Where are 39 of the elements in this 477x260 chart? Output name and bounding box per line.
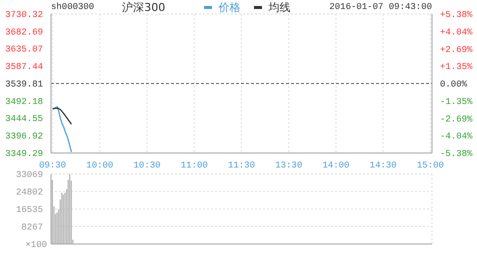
y-tick-label: 3349.29 bbox=[5, 149, 43, 159]
x-tick-label: 15:00 bbox=[416, 160, 444, 170]
x-tick-label: 14:00 bbox=[322, 160, 350, 170]
y2-tick-label: 0.00% bbox=[440, 80, 468, 90]
legend-label: 价格 bbox=[218, 0, 240, 14]
x-tick-label: 09:30 bbox=[39, 160, 66, 170]
y-tick-label: 3587.44 bbox=[5, 62, 43, 72]
legend-label: 均线 bbox=[268, 0, 290, 14]
chart-title: 沪深300 bbox=[122, 0, 166, 14]
x-tick-label: 10:00 bbox=[86, 160, 114, 170]
y-tick-label: 3682.69 bbox=[5, 27, 43, 38]
x-tick-label: 14:30 bbox=[370, 160, 397, 170]
y-tick-label: 3492.18 bbox=[5, 96, 43, 107]
line-series bbox=[52, 108, 72, 125]
y-tick-label: 3635.07 bbox=[5, 44, 43, 55]
text: 2016-01-07 09:43:00 bbox=[329, 2, 432, 12]
y2-tick-label: +4.04% bbox=[440, 27, 474, 38]
x-tick-label: 10:30 bbox=[134, 160, 161, 170]
y2-tick-label: -1.35% bbox=[440, 96, 474, 107]
y2-tick-label: -5.38% bbox=[440, 149, 474, 159]
y-tick-label: 3730.32 bbox=[5, 10, 43, 20]
line-series bbox=[52, 106, 72, 153]
y-tick-label: 33069 bbox=[16, 170, 43, 180]
chart-subtitle: sh000300 bbox=[51, 2, 94, 12]
y2-tick-label: -2.69% bbox=[440, 114, 474, 124]
y2-tick-label: +2.69% bbox=[440, 44, 474, 55]
y-tick-label: 3444.55 bbox=[5, 114, 43, 124]
y2-tick-label: -4.04% bbox=[440, 132, 474, 142]
y-tick-label: 16535 bbox=[16, 205, 43, 216]
y-axis-title: ×100 bbox=[24, 240, 47, 250]
y2-tick-label: +5.38% bbox=[440, 10, 474, 20]
y2-tick-label: +1.35% bbox=[440, 62, 474, 72]
y-tick-label: 8267 bbox=[21, 222, 43, 233]
y-tick-label: 3539.81 bbox=[5, 80, 43, 90]
x-tick-label: 11:00 bbox=[180, 160, 208, 170]
y-tick-label: 24802 bbox=[16, 188, 43, 198]
x-tick-label: 13:30 bbox=[275, 160, 302, 170]
y-tick-label: 3396.92 bbox=[5, 132, 43, 142]
x-tick-label: 11:30 bbox=[228, 160, 256, 170]
